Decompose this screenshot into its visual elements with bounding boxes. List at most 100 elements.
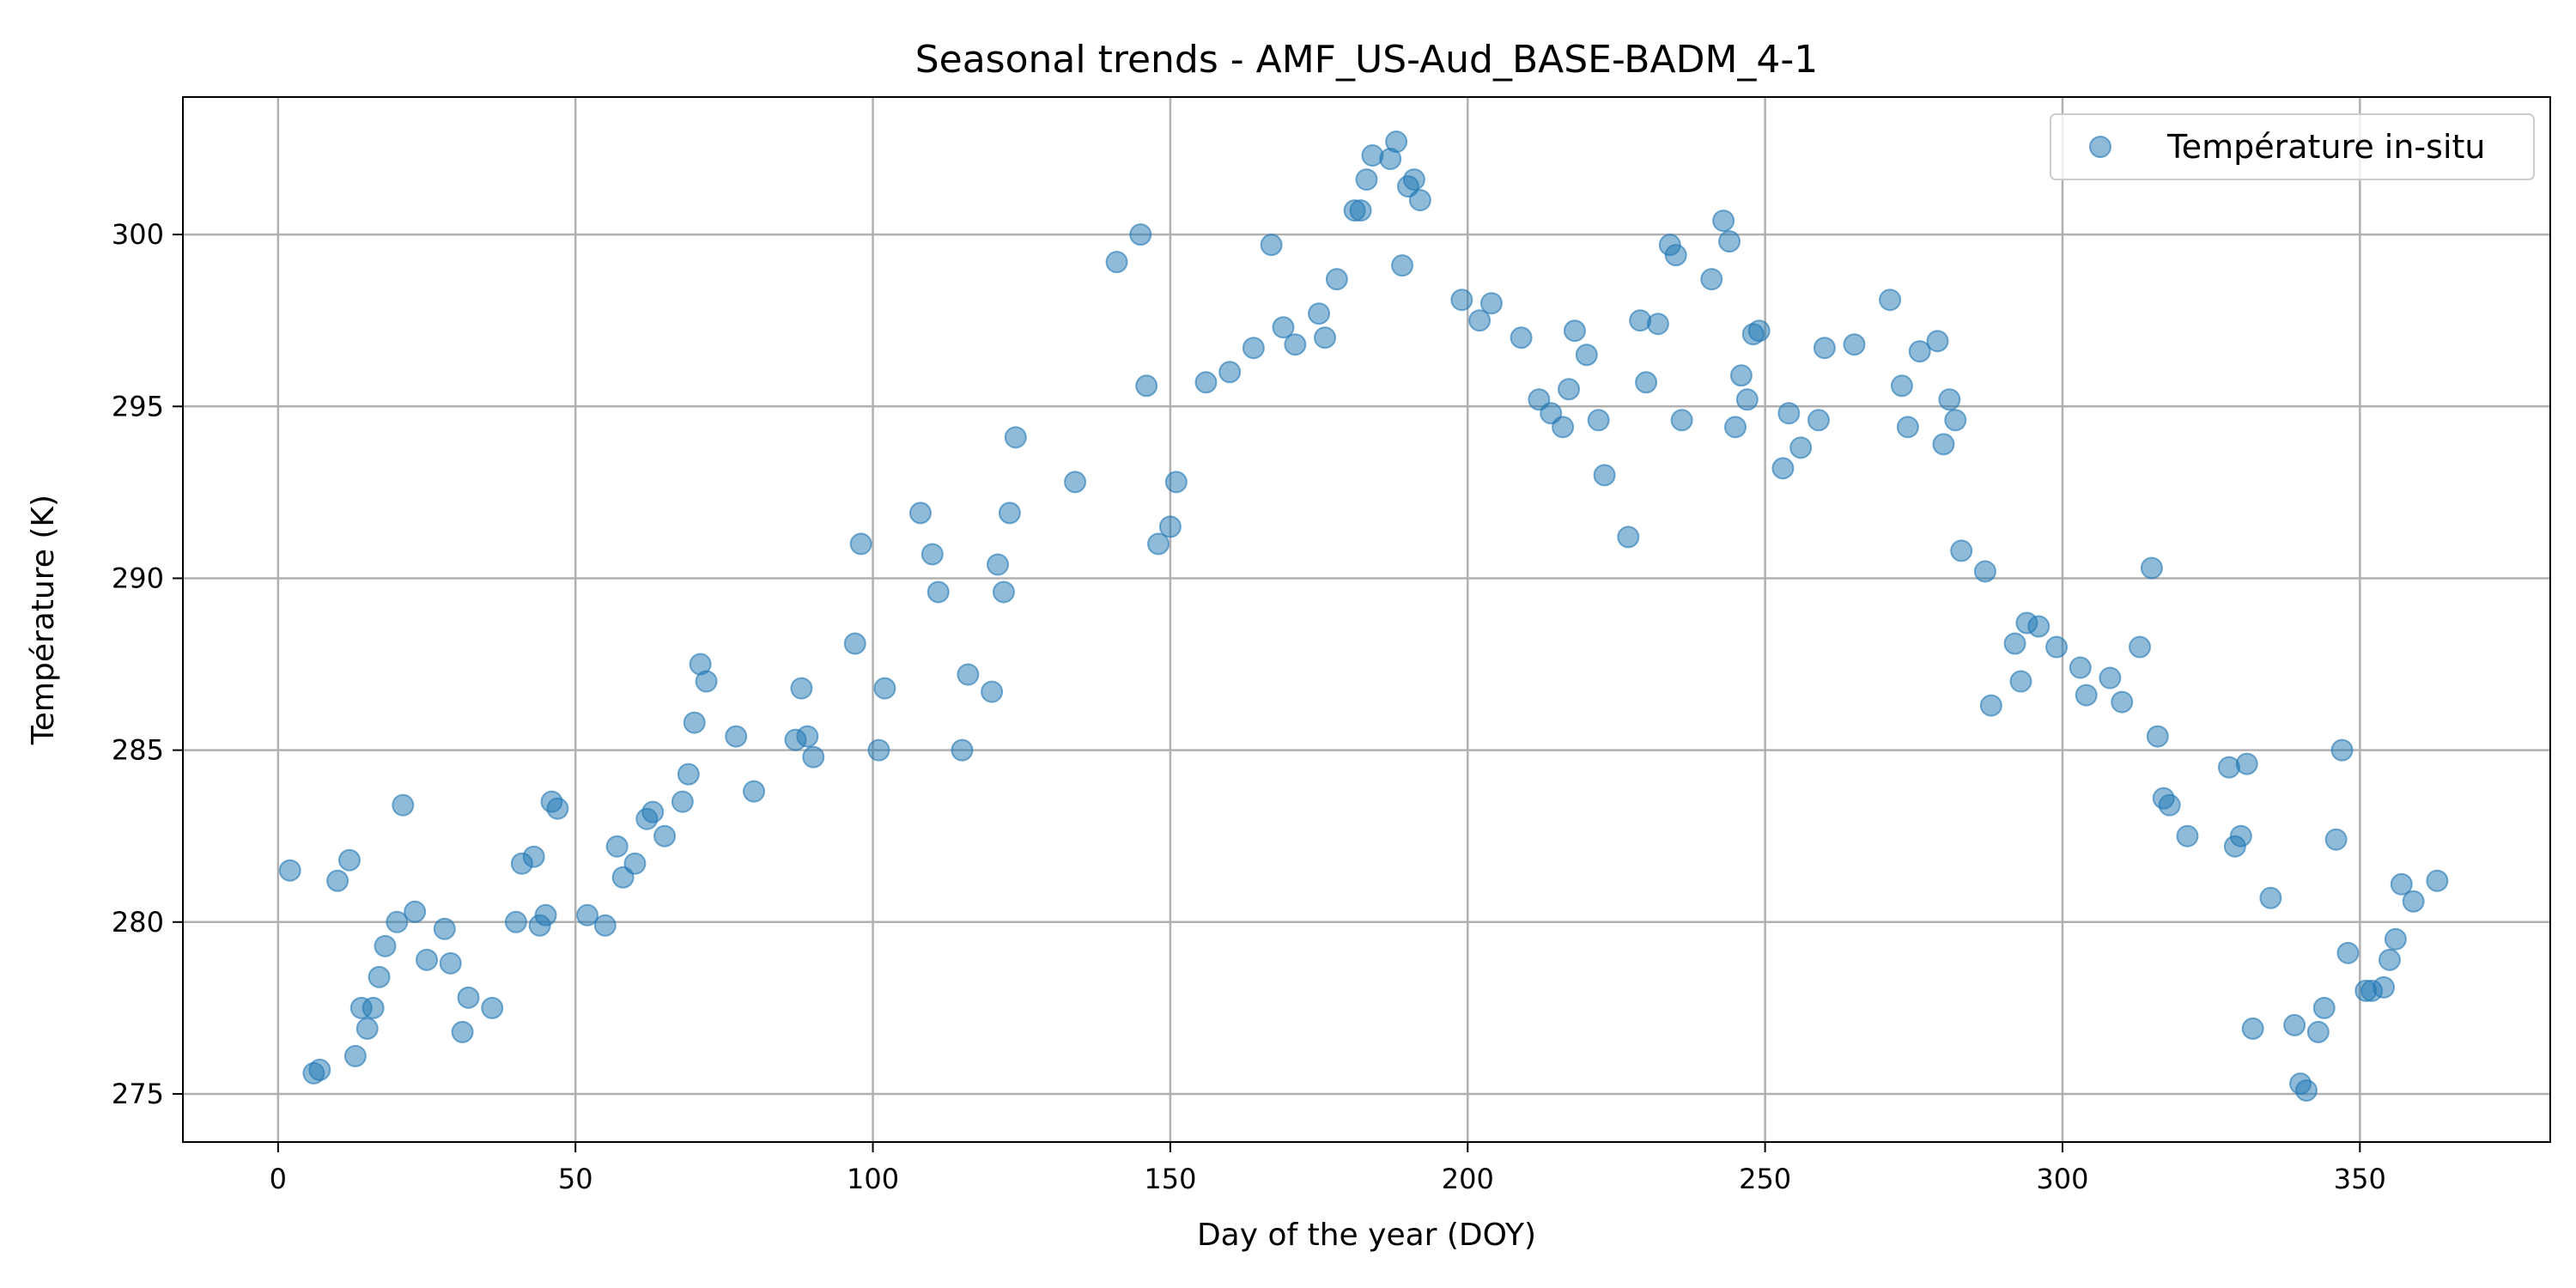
- data-point: [1164, 471, 1188, 494]
- data-point: [951, 738, 974, 762]
- data-point: [1349, 199, 1372, 222]
- data-point: [2009, 670, 2032, 693]
- data-point: [1593, 464, 1616, 487]
- data-point: [1064, 471, 1087, 494]
- data-point: [392, 793, 415, 817]
- data-point: [546, 797, 569, 820]
- data-point: [1807, 409, 1830, 432]
- data-point: [1879, 289, 1902, 312]
- ticks: 0 50 100 150 200 250 300 350 275 280 285 290 295 300: [112, 218, 2386, 1195]
- data-point: [2158, 793, 2181, 817]
- data-point: [873, 677, 896, 700]
- data-point: [2229, 824, 2252, 848]
- data-point: [605, 835, 629, 858]
- data-point: [2402, 890, 2425, 913]
- data-point: [1129, 223, 1152, 246]
- data-point: [2241, 1017, 2264, 1040]
- data-point: [1617, 526, 1640, 549]
- data-point: [2069, 656, 2092, 679]
- data-point: [695, 670, 718, 693]
- x-tick-label: 100: [847, 1163, 899, 1195]
- data-point: [1587, 409, 1610, 432]
- data-point: [1391, 254, 1414, 277]
- data-point: [1402, 168, 1425, 191]
- data-point: [1777, 402, 1801, 425]
- data-point: [1242, 337, 1265, 360]
- legend-marker: [2089, 136, 2111, 158]
- data-point: [2146, 725, 2169, 748]
- data-point: [1729, 364, 1753, 387]
- data-point: [1944, 409, 1967, 432]
- y-tick-label: 285: [112, 734, 164, 767]
- data-point: [641, 800, 665, 823]
- data-point: [2426, 869, 2449, 892]
- data-point: [1468, 309, 1492, 332]
- data-point: [1284, 333, 1307, 356]
- data-point: [2129, 635, 2152, 659]
- data-points: [278, 131, 2449, 1102]
- data-point: [2378, 948, 2401, 971]
- data-point: [1408, 189, 1431, 212]
- data-point: [790, 677, 813, 700]
- data-point: [653, 824, 677, 848]
- data-point: [2003, 632, 2026, 655]
- legend: Température in-situ: [2050, 113, 2535, 180]
- data-point: [2140, 556, 2163, 580]
- data-point: [683, 711, 706, 734]
- data-point: [677, 762, 700, 786]
- data-point: [1813, 337, 1836, 360]
- data-point: [1575, 343, 1598, 367]
- data-point: [361, 996, 385, 1019]
- x-tick-label: 150: [1144, 1163, 1196, 1195]
- data-point: [1385, 131, 1408, 154]
- data-point: [1670, 409, 1693, 432]
- data-point: [957, 663, 980, 686]
- data-point: [1712, 210, 1735, 233]
- x-axis-label: Day of the year (DOY): [1197, 1218, 1536, 1253]
- data-point: [725, 725, 748, 748]
- data-point: [326, 869, 349, 892]
- x-tick-label: 250: [1739, 1163, 1791, 1195]
- data-point: [2384, 927, 2407, 951]
- data-point: [1950, 539, 1973, 562]
- data-point: [433, 917, 456, 940]
- data-point: [504, 910, 527, 933]
- data-point: [1789, 436, 1813, 459]
- data-point: [1147, 532, 1170, 556]
- data-point: [1361, 144, 1384, 167]
- data-point: [386, 910, 409, 933]
- data-point: [1260, 234, 1283, 257]
- data-point: [1747, 319, 1771, 343]
- data-point: [992, 580, 1015, 604]
- data-point: [522, 845, 545, 868]
- data-point: [457, 986, 480, 1009]
- data-point: [1973, 560, 1996, 583]
- data-point: [743, 780, 766, 803]
- y-tick-label: 300: [112, 218, 164, 251]
- chart-title: Seasonal trends - AMF_US-Aud_BASE-BADM_4…: [915, 38, 1819, 82]
- data-point: [439, 951, 462, 975]
- data-point: [416, 948, 439, 971]
- data-point: [1105, 251, 1128, 274]
- data-point: [981, 680, 1004, 703]
- data-point: [404, 900, 427, 923]
- legend-label: Température in-situ: [2166, 128, 2485, 166]
- data-point: [2075, 683, 2098, 707]
- data-point: [1158, 515, 1182, 538]
- y-tick-label: 290: [112, 562, 164, 594]
- data-point: [1843, 333, 1866, 356]
- data-point: [2312, 996, 2336, 1019]
- data-point: [2372, 975, 2396, 999]
- grid: [183, 97, 2550, 1142]
- y-tick-label: 280: [112, 906, 164, 939]
- data-point: [1004, 426, 1027, 449]
- data-point: [308, 1058, 331, 1081]
- data-point: [2390, 872, 2413, 896]
- data-point: [623, 852, 647, 875]
- data-point: [1938, 388, 1961, 411]
- data-point: [1896, 416, 1919, 439]
- data-point: [1635, 371, 1658, 394]
- data-point: [1771, 457, 1795, 480]
- data-point: [1510, 326, 1533, 349]
- data-point: [1308, 302, 1331, 325]
